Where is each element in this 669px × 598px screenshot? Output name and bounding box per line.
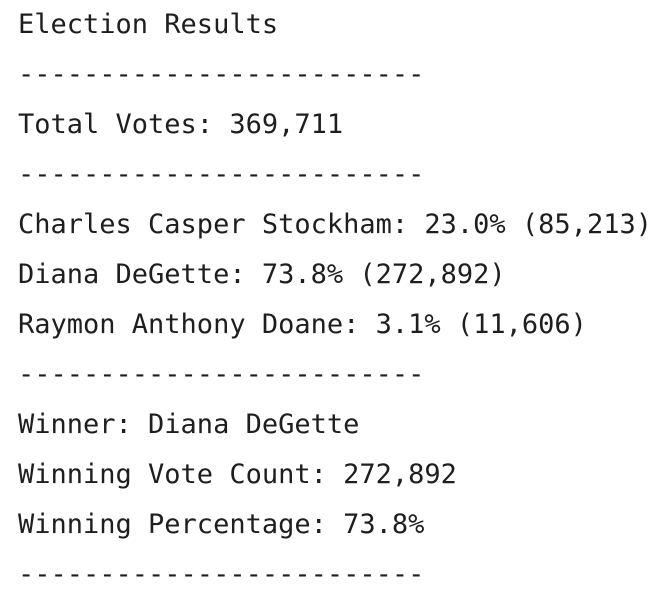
output-line: ------------------------- xyxy=(18,359,425,390)
output-line: Election Results xyxy=(18,9,279,40)
output-line: ------------------------- xyxy=(18,59,425,90)
output-line: Diana DeGette: 73.8% (272,892) xyxy=(18,259,506,290)
output-line: ------------------------- xyxy=(18,559,425,590)
output-line: Winner: Diana DeGette xyxy=(18,409,360,440)
output-line: Charles Casper Stockham: 23.0% (85,213) xyxy=(18,209,652,240)
output-line: ------------------------- xyxy=(18,159,425,190)
output-line: Total Votes: 369,711 xyxy=(18,109,344,140)
output-line: Winning Percentage: 73.8% xyxy=(18,509,425,540)
output-line: Winning Vote Count: 272,892 xyxy=(18,459,457,490)
output-line: Raymon Anthony Doane: 3.1% (11,606) xyxy=(18,309,587,340)
